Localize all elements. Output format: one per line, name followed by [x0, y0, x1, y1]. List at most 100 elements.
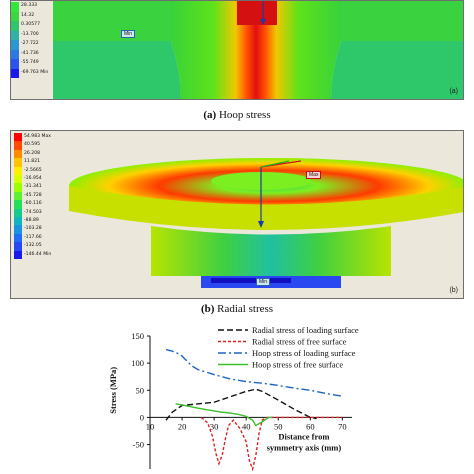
legend-swatch [11, 68, 19, 78]
x-tick-label: 30 [210, 421, 219, 431]
legend-swatch [14, 233, 22, 243]
legend-label: -117.66 [24, 234, 42, 240]
legend-label-1: Radial stress of loading surface [252, 325, 359, 335]
legend-entry: -55.749 [11, 59, 53, 69]
legend-swatch [11, 40, 19, 50]
legend-swatch [14, 141, 22, 150]
x-tick-label: 10 [146, 421, 155, 431]
radial-stress-figure: 54.983 Max 40.595 26.208 11.821 -2.5665 -16.9… [10, 130, 464, 299]
legend-entry: -69.763 Min [11, 68, 53, 78]
legend-label: 26.208 [24, 150, 41, 156]
legend-label: -132.05 [24, 243, 42, 249]
legend-swatch [11, 30, 19, 40]
legend-swatch [11, 21, 19, 31]
legend-entry: -45.728 [14, 191, 56, 201]
legend-swatch [14, 175, 22, 184]
legend-entry: 54.983 Max [14, 133, 56, 142]
legend-swatch [14, 250, 22, 259]
legend-swatch [11, 11, 19, 21]
legend-entry: 28.333 [11, 2, 53, 12]
series-line-4 [175, 403, 272, 427]
caption-a: (a) Hoop stress [203, 109, 271, 121]
legend-entry: 11.821 [14, 158, 56, 167]
legend-label: -27.722 [21, 41, 39, 46]
legend-entry: -60.116 [14, 200, 56, 209]
max-marker: Max [306, 171, 322, 179]
legend-label: -16.954 [24, 176, 42, 181]
legend-swatch [11, 59, 19, 69]
legend-entry: -88.89 [14, 217, 56, 226]
legend-entry: -132.05 [14, 242, 56, 251]
legend-label: 0.30577 [21, 22, 40, 27]
panel-tag-b: (b) [449, 287, 458, 294]
legend-swatch [14, 208, 22, 217]
legend-label: -2.5665 [24, 167, 42, 173]
legend-entry: 40.595 [14, 141, 56, 150]
x-tick-label: 70 [338, 421, 347, 431]
legend-swatch [11, 2, 19, 12]
legend-entry: 26.208 [14, 149, 56, 159]
legend-label: -31.341 [24, 184, 42, 190]
legend-swatch [14, 166, 22, 175]
legend-label-2: Radial stress of free surface [252, 337, 347, 347]
legend-label: -88.89 [24, 218, 39, 223]
y-axis-label: Stress (MPa) [108, 367, 118, 414]
legend-label: -45.728 [24, 192, 42, 198]
series-line-1 [165, 388, 317, 421]
legend-entry: -74.503 [14, 208, 56, 218]
caption-b: (b) Radial stress [200, 303, 274, 315]
legend-swatch [14, 200, 22, 209]
legend-label-3: Hoop stress of loading surface [252, 348, 356, 358]
legend-entry: -117.66 [14, 233, 56, 243]
series-line-2 [200, 416, 343, 472]
legend-entry: -41.736 [11, 49, 53, 59]
legend-label: 54.983 Max [24, 134, 52, 139]
legend-label: -55.749 [21, 60, 39, 65]
legend-entry: -146.44 Min [14, 250, 56, 260]
legend-entry: -16.954 [14, 175, 56, 184]
legend-label: -41.736 [21, 50, 39, 56]
legend-label: 28.333 [21, 3, 38, 8]
legend-label: -69.763 Min [21, 69, 49, 75]
radial-stress-contour [69, 158, 463, 288]
y-tick-label: 150 [131, 331, 144, 341]
legend-swatch [14, 149, 22, 159]
hoop-stress-contour [53, 1, 463, 99]
legend-label: -60.116 [24, 201, 42, 207]
y-tick-label: 0 [140, 412, 144, 422]
min-marker-b: Min [256, 278, 271, 286]
panel-tag-a: (a) [449, 88, 458, 95]
legend-label: -13.700 [21, 31, 39, 37]
legend-label: -103.28 [24, 226, 42, 232]
legend-entry: -31.341 [14, 183, 56, 192]
y-tick-label: -50 [133, 440, 144, 450]
series-line-3 [165, 348, 343, 397]
min-marker: Min [121, 30, 136, 38]
legend-label: -146.44 Min [24, 251, 52, 257]
x-tick-label: 60 [306, 421, 315, 431]
legend-entry: 14.32 [11, 11, 53, 21]
stress-line-chart: 150 100 50 0 -50 10 20 30 40 50 60 70 Stress (MPa) Di… [100, 324, 474, 474]
legend-swatch [14, 242, 22, 251]
x-axis-label: Distance from [278, 431, 329, 441]
legend-entry: -103.28 [14, 225, 56, 234]
legend-swatch [14, 217, 22, 226]
hoop-stress-figure: 28.333 14.32 0.30577 -13.700 -27.722 -41.736 -… [10, 0, 464, 100]
legend-label: 11.821 [24, 159, 41, 165]
legend-swatch [14, 191, 22, 201]
legend-entry: -13.700 [11, 30, 53, 40]
legend-swatch [14, 133, 22, 142]
legend-label: 14.32 [21, 12, 35, 18]
legend-entry: 0.30577 [11, 21, 53, 31]
legend-label: -74.503 [24, 209, 42, 215]
y-tick-label: 50 [136, 385, 145, 395]
legend-entry: -2.5665 [14, 166, 56, 176]
legend-label-4: Hoop stress of free surface [252, 360, 343, 370]
legend-label: 40.595 [24, 142, 41, 148]
x-axis-label-line2: symmetry axis (mm) [267, 442, 342, 452]
legend-swatch [14, 225, 22, 234]
legend-entry: -27.722 [11, 40, 53, 50]
legend-swatch [14, 183, 22, 192]
y-tick-label: 100 [131, 358, 144, 368]
